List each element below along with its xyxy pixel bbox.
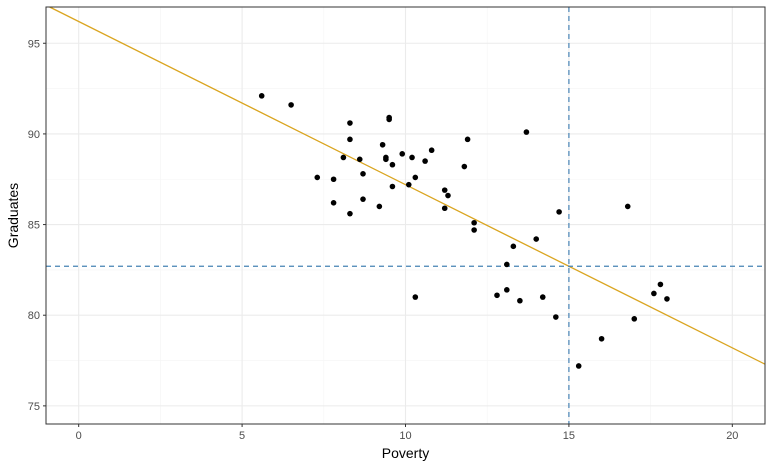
x-axis-title: Poverty (382, 445, 429, 461)
data-point (445, 192, 451, 199)
data-point (330, 176, 337, 183)
y-axis-ticks: 75 80 85 90 95 (28, 38, 46, 413)
x-tick-label: 20 (726, 430, 738, 442)
data-point (471, 219, 477, 226)
data-point (428, 147, 435, 154)
data-point (383, 156, 389, 163)
data-point (598, 335, 605, 342)
y-tick-label: 80 (28, 310, 40, 322)
y-tick-label: 90 (28, 129, 40, 141)
data-point (422, 158, 428, 164)
data-point (409, 154, 415, 161)
data-point (288, 102, 294, 108)
y-tick-label: 75 (28, 401, 40, 413)
data-point (575, 363, 582, 369)
data-point (539, 294, 546, 300)
data-point (360, 171, 366, 177)
x-tick-label: 0 (76, 430, 82, 442)
data-point (533, 236, 540, 242)
y-tick-label: 95 (28, 38, 40, 50)
data-point (441, 205, 448, 212)
x-tick-label: 10 (399, 430, 411, 442)
data-point (347, 210, 353, 217)
data-point (386, 116, 392, 123)
x-tick-label: 15 (563, 430, 575, 442)
data-point (376, 203, 383, 210)
data-point (389, 161, 396, 168)
data-point (441, 187, 448, 193)
data-point (412, 294, 419, 300)
data-point (330, 200, 337, 206)
data-point (356, 156, 363, 163)
data-point (347, 136, 353, 143)
data-point (461, 163, 468, 170)
x-axis-ticks: 0 5 10 15 20 (76, 424, 738, 442)
data-point (379, 141, 386, 148)
data-point (556, 209, 562, 215)
x-tick-label: 5 (239, 430, 245, 442)
data-point (412, 174, 419, 181)
data-point (651, 290, 657, 297)
data-point (464, 136, 471, 143)
data-point (405, 181, 412, 188)
data-point (347, 120, 353, 126)
data-point (340, 154, 347, 161)
points-layer (258, 93, 670, 369)
y-axis-title: Graduates (5, 183, 21, 248)
data-point (553, 314, 559, 320)
data-point (471, 227, 477, 233)
data-point (360, 196, 366, 202)
data-point (664, 296, 670, 302)
y-tick-label: 85 (28, 220, 40, 232)
data-point (657, 281, 664, 288)
data-point (504, 287, 510, 293)
data-point (389, 183, 396, 190)
data-point (399, 151, 406, 157)
reference-lines-layer (46, 7, 765, 424)
major-gridlines (46, 7, 765, 424)
data-point (523, 129, 530, 135)
data-point (504, 261, 510, 268)
data-point (314, 174, 321, 181)
data-point (510, 243, 517, 250)
data-point (624, 203, 631, 210)
data-point (631, 316, 638, 322)
data-point (258, 93, 265, 99)
data-point (494, 292, 500, 299)
data-point (517, 297, 523, 304)
